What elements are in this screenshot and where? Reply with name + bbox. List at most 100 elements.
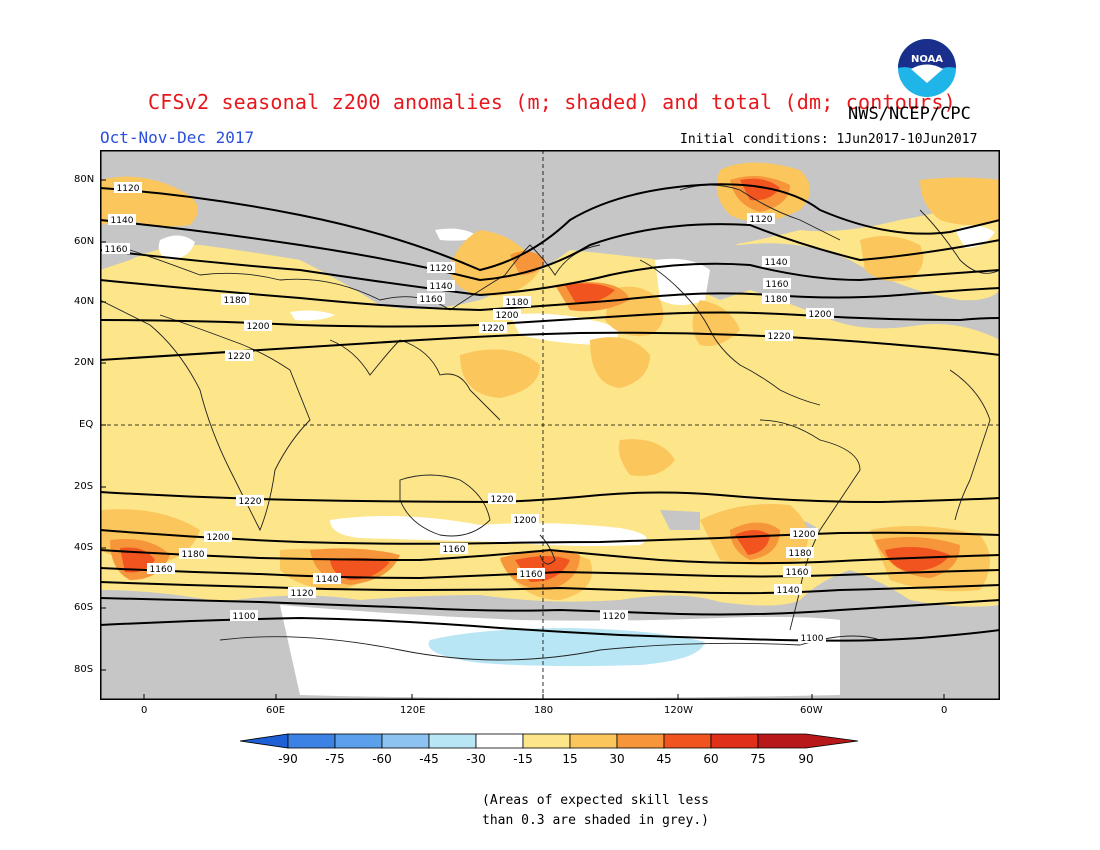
colorbar-segment <box>334 733 383 749</box>
period-label: Oct-Nov-Dec 2017 <box>100 128 255 147</box>
colorbar: -90 -75 -60 -45 -30 -15 15 30 45 60 75 9… <box>240 733 859 766</box>
lon-label: 0 <box>141 705 148 716</box>
colorbar-tick-label: 30 <box>609 752 624 766</box>
contour-label: 1180 <box>221 294 249 306</box>
contour-label: 1220 <box>765 330 793 342</box>
colorbar-segment <box>663 733 712 749</box>
colorbar-tick-label: -30 <box>466 752 486 766</box>
lat-label: 80S <box>74 664 94 675</box>
svg-text:1160: 1160 <box>420 295 443 305</box>
contour-label: 1140 <box>108 214 136 226</box>
lon-label: 120E <box>400 705 426 716</box>
contour-label: 1200 <box>790 528 818 540</box>
contour-label: 1160 <box>440 543 468 555</box>
svg-text:1160: 1160 <box>786 568 809 578</box>
negative-anomaly-region <box>428 628 705 667</box>
skill-note-line2: than 0.3 are shaded in grey.) <box>482 813 709 828</box>
svg-text:1180: 1180 <box>765 295 788 305</box>
contour-label: 1140 <box>774 584 802 596</box>
initial-conditions-label: Initial conditions: 1Jun2017-10Jun2017 <box>680 132 978 147</box>
svg-text:1220: 1220 <box>768 332 791 342</box>
colorbar-segment <box>287 733 336 749</box>
svg-text:1140: 1140 <box>316 575 339 585</box>
svg-text:1160: 1160 <box>150 565 173 575</box>
contour-label: 1160 <box>417 293 445 305</box>
contour-label: 1140 <box>427 280 455 292</box>
svg-text:1160: 1160 <box>520 570 543 580</box>
svg-text:1100: 1100 <box>801 634 824 644</box>
svg-text:1140: 1140 <box>777 586 800 596</box>
contour-label: 1200 <box>204 531 232 543</box>
svg-text:1220: 1220 <box>239 497 262 507</box>
chart-title: CFSv2 seasonal z200 anomalies (m; shaded… <box>148 90 956 114</box>
svg-text:1140: 1140 <box>765 258 788 268</box>
lat-label: 80N <box>74 174 95 185</box>
colorbar-segment <box>569 733 618 749</box>
svg-text:1120: 1120 <box>117 184 140 194</box>
contour-label: 1200 <box>493 309 521 321</box>
svg-text:1120: 1120 <box>603 612 626 622</box>
contour-label: 1160 <box>517 568 545 580</box>
svg-text:1180: 1180 <box>182 550 205 560</box>
contour-label: 1200 <box>806 308 834 320</box>
contour-label: 1180 <box>762 293 790 305</box>
contour-label: 1120 <box>427 262 455 274</box>
colorbar-tick-label: 75 <box>750 752 765 766</box>
contour-label: 1100 <box>798 632 826 644</box>
svg-text:1120: 1120 <box>750 215 773 225</box>
svg-text:1180: 1180 <box>789 549 812 559</box>
colorbar-tick-label: -15 <box>513 752 533 766</box>
svg-text:1140: 1140 <box>111 216 134 226</box>
colorbar-tick-label: 15 <box>562 752 577 766</box>
lat-label: 40N <box>74 296 95 307</box>
svg-text:1100: 1100 <box>233 612 256 622</box>
contour-label: 1100 <box>230 610 258 622</box>
svg-text:1160: 1160 <box>105 245 128 255</box>
contour-label: 1120 <box>600 610 628 622</box>
svg-text:1200: 1200 <box>247 322 270 332</box>
lon-label: 60W <box>800 705 823 716</box>
contour-label: 1200 <box>511 514 539 526</box>
svg-text:1220: 1220 <box>491 495 514 505</box>
colorbar-segment <box>428 733 477 749</box>
svg-text:1200: 1200 <box>496 311 519 321</box>
lat-label: EQ <box>79 419 94 430</box>
contour-label-group: 1120 1140 1160 1180 1200 1220 1120 1140 … <box>102 182 834 644</box>
lat-label: 20N <box>74 357 95 368</box>
contour-label: 1120 <box>114 182 142 194</box>
lon-label: 180 <box>534 705 554 716</box>
contour-label: 1160 <box>147 563 175 575</box>
noaa-logo: NOAA <box>898 39 956 97</box>
lon-label: 60E <box>266 705 286 716</box>
svg-text:1200: 1200 <box>207 533 230 543</box>
contour-label: 1220 <box>479 322 507 334</box>
svg-text:1140: 1140 <box>430 282 453 292</box>
contour-label: 1160 <box>102 243 130 255</box>
svg-text:1220: 1220 <box>482 324 505 334</box>
colorbar-segment <box>522 733 571 749</box>
lat-label: 60N <box>74 236 95 247</box>
contour-label: 1120 <box>747 213 775 225</box>
svg-text:1200: 1200 <box>793 530 816 540</box>
height-contours <box>100 183 1000 642</box>
lon-label: 0 <box>941 705 948 716</box>
svg-text:1200: 1200 <box>809 310 832 320</box>
colorbar-segment <box>616 733 665 749</box>
svg-text:1120: 1120 <box>291 589 314 599</box>
logo-text: NOAA <box>911 54 943 65</box>
lon-label: 120W <box>664 705 693 716</box>
near-zero-regions <box>158 225 995 698</box>
svg-text:1160: 1160 <box>766 280 789 290</box>
contour-label: 1180 <box>503 296 531 308</box>
contour-label: 1160 <box>783 566 811 578</box>
contour-label: 1120 <box>288 587 316 599</box>
svg-text:1180: 1180 <box>506 298 529 308</box>
contour-label: 1180 <box>179 548 207 560</box>
colorbar-segment <box>710 733 759 749</box>
colorbar-tick-label: 45 <box>656 752 671 766</box>
colorbar-tick-label: 60 <box>703 752 718 766</box>
contour-label: 1220 <box>488 493 516 505</box>
contour-label: 1140 <box>313 573 341 585</box>
svg-text:1120: 1120 <box>430 264 453 274</box>
skill-note-line1: (Areas of expected skill less <box>482 793 709 808</box>
